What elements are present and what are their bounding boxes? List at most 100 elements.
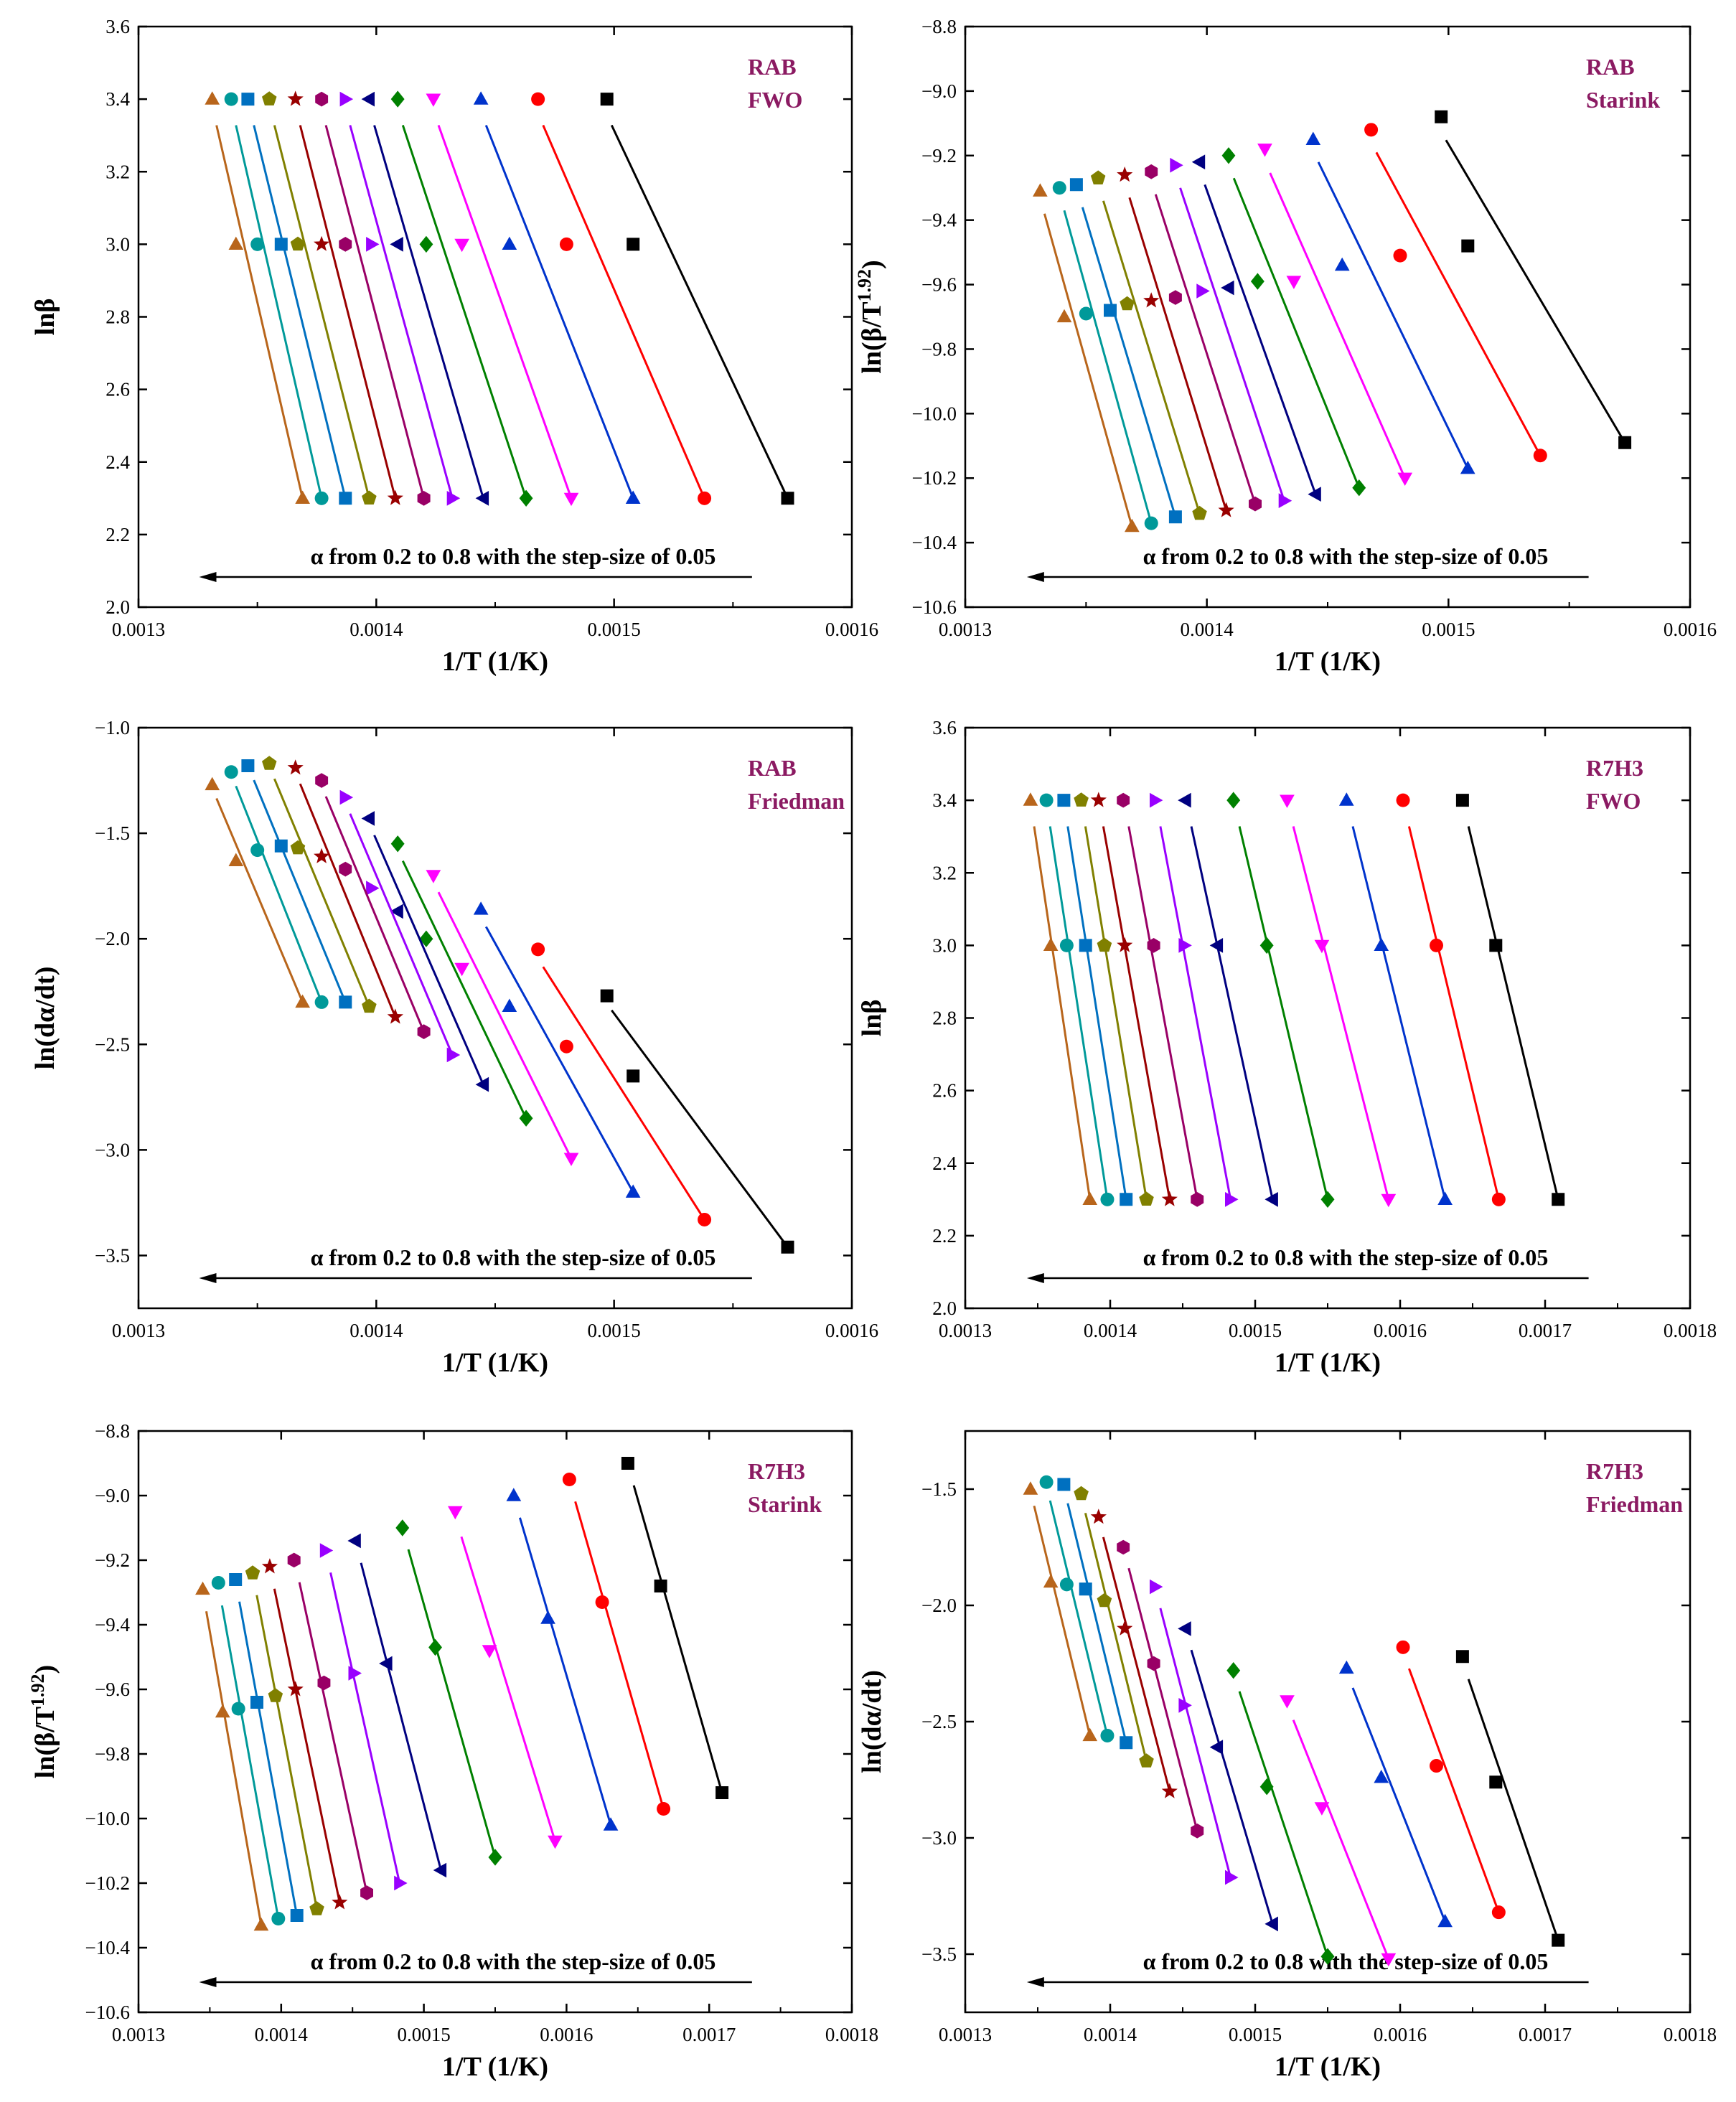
y-tick-label: −9.2: [95, 1549, 130, 1571]
series-2: [531, 92, 712, 505]
data-point: [1308, 487, 1321, 502]
data-point: [1043, 1574, 1059, 1588]
series-8: [1145, 164, 1262, 512]
y-tick-label: 2.2: [932, 1225, 957, 1247]
data-point: [1120, 296, 1135, 311]
series-2: [562, 1473, 671, 1816]
panel-label-line: Friedman: [1586, 1491, 1683, 1517]
data-point: [1225, 1192, 1239, 1207]
data-point: [317, 1675, 331, 1691]
data-point: [319, 1543, 334, 1558]
data-point: [1226, 792, 1241, 809]
data-point: [600, 989, 614, 1003]
fit-line: [215, 125, 304, 499]
series-7: [319, 1543, 408, 1891]
data-point: [315, 773, 329, 788]
data-point: [475, 1076, 489, 1092]
data-point: [332, 1894, 348, 1910]
series-4: [1280, 1695, 1397, 1967]
data-point: [315, 91, 329, 107]
x-tick-label: 0.0015: [397, 2024, 450, 2045]
data-point: [1259, 937, 1274, 954]
series-10: [1074, 1486, 1154, 1768]
data-point: [205, 776, 220, 791]
x-tick-label: 0.0015: [1229, 2024, 1282, 2045]
data-point: [1430, 938, 1443, 952]
fit-line: [235, 785, 323, 1003]
data-point: [274, 238, 288, 251]
data-point: [1221, 147, 1236, 164]
x-tick-label: 0.0013: [939, 619, 992, 640]
series-1: [621, 1457, 729, 1799]
fit-line: [220, 1605, 280, 1919]
fit-line: [273, 1588, 341, 1903]
x-axis-title: 1/T (1/K): [1275, 647, 1381, 677]
series-6: [1178, 1621, 1278, 1932]
data-point: [205, 91, 220, 105]
data-point: [1221, 280, 1234, 296]
data-point: [1145, 164, 1158, 179]
y-tick-label: −1.5: [95, 822, 130, 844]
y-tick-label: −8.8: [95, 1420, 130, 1442]
y-tick-label: 2.2: [105, 524, 130, 545]
series-11: [241, 93, 352, 505]
fit-line: [324, 796, 425, 1033]
fit-line: [373, 125, 484, 499]
data-point: [1191, 154, 1206, 170]
data-point: [1374, 937, 1389, 951]
y-tick-label: −9.6: [921, 274, 957, 296]
y-tick-label: 2.4: [105, 451, 130, 473]
series-9: [1117, 166, 1234, 517]
x-tick-label: 0.0014: [1181, 619, 1234, 640]
data-point: [262, 91, 277, 105]
y-tick-label: 2.6: [105, 379, 130, 400]
data-point: [1381, 1193, 1397, 1208]
series-3: [1305, 131, 1475, 474]
data-point: [295, 490, 310, 504]
data-point: [1178, 1698, 1192, 1713]
panel-3: 0.0013 0.0014 0.0015 0.0016 −3.5 −3.0 −2.5 −2.0…: [30, 717, 878, 1378]
data-point: [419, 235, 433, 253]
x-tick-label: 0.0018: [825, 2024, 878, 2045]
x-tick-label: 0.0015: [588, 1320, 641, 1341]
series-5: [1226, 1662, 1335, 1965]
series-5: [395, 1519, 502, 1866]
y-tick-label: −10.2: [912, 467, 957, 489]
annotation-arrow-head: [199, 1977, 217, 1987]
y-tick-label: −10.0: [85, 1808, 130, 1829]
data-point: [1191, 1823, 1204, 1839]
y-axis-title-end: ): [30, 1665, 60, 1674]
fit-line: [1407, 1668, 1500, 1913]
series-5: [1221, 147, 1366, 497]
data-point: [231, 1702, 245, 1716]
series-3: [1338, 792, 1453, 1205]
series-4: [1280, 794, 1397, 1208]
data-point: [1338, 1660, 1354, 1674]
data-point: [215, 1704, 230, 1718]
series-12: [1039, 1475, 1115, 1742]
data-point: [1286, 276, 1302, 289]
data-point: [506, 1488, 522, 1501]
annotation-text: α from 0.2 to 0.8 with the step-size of …: [311, 1244, 716, 1270]
data-point: [360, 1885, 373, 1900]
y-tick-label: −3.0: [921, 1827, 957, 1849]
y-tick-label: 3.0: [105, 233, 130, 255]
data-point: [1139, 1753, 1154, 1768]
fit-line: [1127, 1567, 1198, 1831]
panel-label-line: RAB: [748, 54, 797, 80]
y-tick-label: 2.8: [105, 306, 130, 328]
data-point: [1461, 239, 1475, 253]
y-tick-label: 3.4: [932, 789, 957, 811]
data-point: [1059, 1577, 1074, 1592]
data-point: [211, 1576, 225, 1590]
fit-line: [1128, 197, 1228, 511]
data-point: [314, 235, 330, 251]
fit-line: [1232, 177, 1361, 489]
fit-line: [542, 124, 705, 499]
fit-line: [1445, 139, 1626, 444]
data-point: [1120, 1736, 1133, 1750]
y-tick-label: −9.4: [95, 1614, 130, 1636]
y-axis-title-exponent: 1.92: [854, 269, 875, 302]
fit-line: [1190, 1649, 1274, 1925]
panel-label-line: Starink: [1586, 87, 1660, 113]
